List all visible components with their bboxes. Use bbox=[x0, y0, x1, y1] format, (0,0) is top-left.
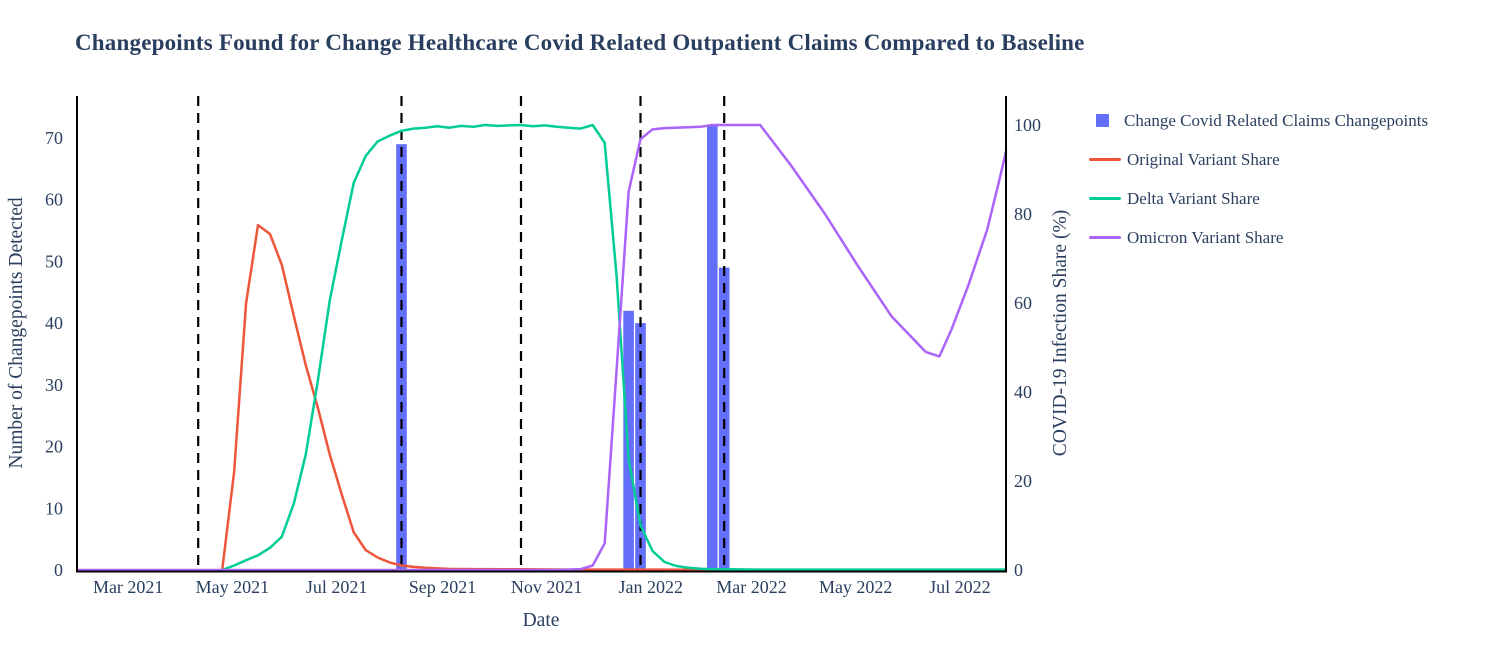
axes-layer bbox=[76, 96, 1007, 573]
y-right-tick-label: 40 bbox=[1014, 382, 1032, 402]
y-right-tick-label: 100 bbox=[1014, 115, 1041, 135]
x-tick-label: Mar 2022 bbox=[716, 577, 787, 597]
y-right-tick-label: 80 bbox=[1014, 204, 1032, 224]
series-line-original-variant-share bbox=[220, 223, 738, 572]
x-tick-label: Jul 2022 bbox=[929, 577, 991, 597]
y-right-tick-label: 0 bbox=[1014, 560, 1023, 580]
legend-item-delta-variant[interactable]: Delta Variant Share bbox=[1087, 179, 1428, 218]
y-left-tick-label: 60 bbox=[45, 190, 63, 210]
legend-item-changepoints[interactable]: Change Covid Related Claims Changepoints bbox=[1087, 101, 1428, 140]
series-layer bbox=[75, 123, 1008, 572]
y-left-tick-label: 10 bbox=[45, 498, 63, 518]
y-left-tick-label: 0 bbox=[54, 560, 63, 580]
legend-item-omicron-variant[interactable]: Omicron Variant Share bbox=[1087, 218, 1428, 257]
original-variant-line-swatch-icon bbox=[1089, 158, 1121, 161]
x-tick-label: Jul 2021 bbox=[306, 577, 368, 597]
x-tick-label: Jan 2022 bbox=[619, 577, 684, 597]
omicron-variant-line-swatch-icon bbox=[1089, 236, 1121, 239]
changepoint-bar bbox=[707, 125, 718, 570]
y-right-tick-label: 60 bbox=[1014, 293, 1032, 313]
tick-labels-layer: Mar 2021 May 2021 Jul 2021 Sep 2021 Nov 2021… bbox=[45, 115, 1041, 597]
y-right-axis-title: COVID-19 Infection Share (%) bbox=[1050, 210, 1071, 456]
legend: Change Covid Related Claims Changepoints… bbox=[1087, 101, 1428, 257]
x-tick-label: Nov 2021 bbox=[511, 577, 583, 597]
y-left-tick-label: 70 bbox=[45, 128, 63, 148]
legend-item-original-variant[interactable]: Original Variant Share bbox=[1087, 140, 1428, 179]
x-tick-label: Sep 2021 bbox=[409, 577, 477, 597]
x-tick-label: May 2021 bbox=[196, 577, 270, 597]
chart-title: Changepoints Found for Change Healthcare… bbox=[75, 30, 1085, 55]
y-left-tick-label: 30 bbox=[45, 375, 63, 395]
changepoint-vlines-layer bbox=[197, 96, 726, 570]
changepoints-bar-swatch-icon bbox=[1096, 114, 1109, 127]
legend-label: Omicron Variant Share bbox=[1127, 227, 1284, 247]
series-line-delta-variant-share bbox=[220, 123, 1008, 572]
x-axis-title: Date bbox=[523, 610, 560, 631]
delta-variant-line-swatch-icon bbox=[1089, 197, 1121, 200]
y-right-tick-label: 20 bbox=[1014, 471, 1032, 491]
x-tick-label: Mar 2021 bbox=[93, 577, 164, 597]
bars-layer bbox=[396, 125, 730, 570]
changepoint-bar bbox=[635, 323, 646, 570]
y-left-tick-label: 40 bbox=[45, 313, 63, 333]
series-line-omicron-variant-share bbox=[75, 123, 1008, 572]
y-left-axis-title: Number of Changepoints Detected bbox=[6, 197, 27, 469]
legend-label: Delta Variant Share bbox=[1127, 188, 1260, 208]
x-tick-label: May 2022 bbox=[819, 577, 893, 597]
changepoint-bar bbox=[718, 267, 730, 570]
y-left-tick-label: 20 bbox=[45, 437, 63, 457]
legend-label: Change Covid Related Claims Changepoints bbox=[1124, 110, 1429, 130]
y-left-tick-label: 50 bbox=[45, 251, 63, 271]
legend-label: Original Variant Share bbox=[1127, 149, 1280, 169]
